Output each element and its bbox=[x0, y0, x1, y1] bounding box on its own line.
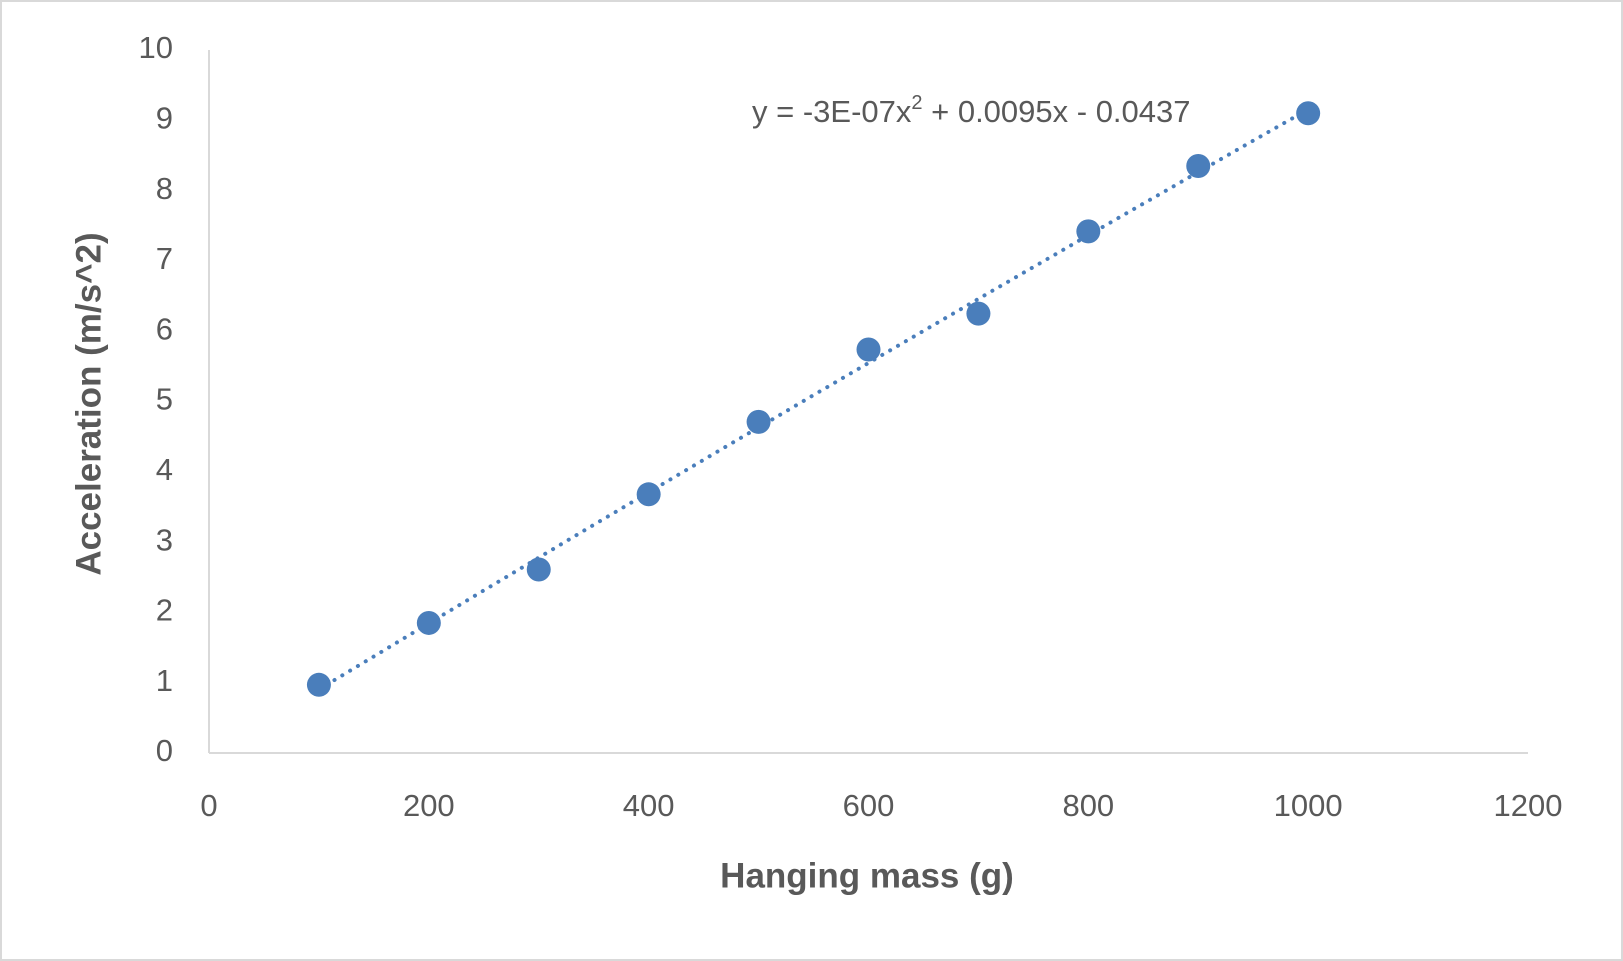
y-tick-label: 8 bbox=[156, 171, 173, 206]
y-tick-label: 4 bbox=[156, 452, 173, 487]
x-tick-label: 600 bbox=[843, 788, 895, 823]
x-tick-label: 400 bbox=[623, 788, 675, 823]
equation-part: + 0.0095x - 0.0437 bbox=[923, 94, 1191, 129]
y-tick-label: 9 bbox=[156, 100, 173, 135]
y-tick-label: 6 bbox=[156, 311, 173, 346]
x-tick-label: 800 bbox=[1062, 788, 1114, 823]
data-point bbox=[1186, 153, 1211, 178]
data-point bbox=[856, 337, 881, 362]
y-tick-label: 0 bbox=[156, 733, 173, 768]
y-tick-label: 1 bbox=[156, 663, 173, 698]
data-point bbox=[416, 610, 441, 635]
data-point bbox=[636, 482, 661, 507]
x-tick-label: 1200 bbox=[1494, 788, 1563, 823]
x-tick-label: 1000 bbox=[1274, 788, 1343, 823]
data-point bbox=[1076, 219, 1101, 244]
y-tick-label: 7 bbox=[156, 241, 173, 276]
x-tick-label: 0 bbox=[200, 788, 217, 823]
y-tick-label: 3 bbox=[156, 522, 173, 557]
trendline-equation: y = -3E-07x2 + 0.0095x - 0.0437 bbox=[752, 92, 1191, 129]
y-tick-label: 2 bbox=[156, 593, 173, 628]
x-axis-title: Hanging mass (g) bbox=[720, 856, 1014, 895]
equation-exponent: 2 bbox=[911, 92, 922, 114]
y-tick-label: 5 bbox=[156, 382, 173, 417]
data-point bbox=[966, 301, 991, 326]
data-point bbox=[306, 672, 331, 697]
data-point bbox=[526, 557, 551, 582]
data-point bbox=[1296, 101, 1321, 126]
y-axis-title: Acceleration (m/s^2) bbox=[69, 232, 108, 575]
trendline bbox=[316, 107, 1311, 692]
y-tick-label: 10 bbox=[139, 30, 173, 65]
x-tick-label: 200 bbox=[403, 788, 455, 823]
data-point bbox=[746, 409, 771, 434]
equation-part: y = -3E-07x bbox=[752, 94, 912, 129]
